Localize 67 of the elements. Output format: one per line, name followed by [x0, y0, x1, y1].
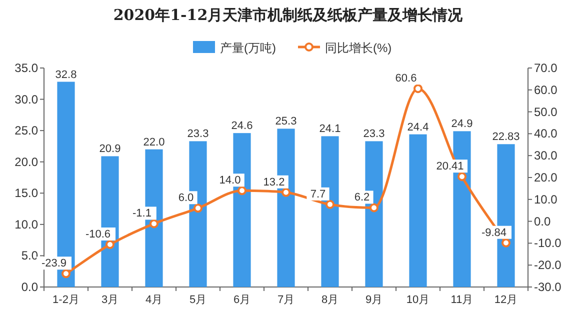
y2-tick-label: 0.0 — [534, 214, 552, 228]
data-label: 20.41 — [436, 160, 464, 173]
y-tick-label: 25.0 — [14, 124, 38, 138]
data-label: 14.0 — [219, 174, 241, 187]
point — [370, 203, 378, 212]
x-tick-label: 5月 — [189, 294, 207, 306]
data-label: 13.2 — [263, 176, 285, 188]
x-tick-label: 3月 — [101, 294, 119, 306]
y2-tick-label: -20.0 — [534, 258, 562, 272]
data-label: 60.6 — [395, 72, 417, 85]
y2-tick-label: 50.0 — [534, 104, 558, 119]
y-tick-label: 30.0 — [14, 92, 38, 106]
point — [150, 219, 158, 228]
data-label: -10.6 — [85, 228, 111, 241]
y-tick-label: 15.0 — [14, 186, 38, 200]
point — [238, 186, 246, 196]
x-tick-label: 1-2月 — [52, 294, 80, 306]
data-label: -1.1 — [132, 208, 152, 220]
chart-title: 2020年1-12月天津市机制纸及纸板产量及增长情况 — [113, 6, 464, 24]
x-tick-label: 4月 — [145, 294, 163, 306]
y2-tick-label: -10.0 — [534, 236, 562, 250]
data-label: 32.8 — [55, 68, 77, 81]
y2-tick-label: 20.0 — [534, 170, 558, 184]
y2-tick-label: 30.0 — [534, 148, 558, 163]
point — [458, 172, 466, 182]
y2-tick-label: 60.0 — [534, 82, 558, 97]
data-label: 23.3 — [363, 128, 385, 140]
y2-tick-label: 70.0 — [534, 61, 558, 75]
legend-label: 同比增长(%) — [325, 41, 392, 55]
point — [282, 188, 290, 197]
x-tick-label: 10月 — [406, 294, 430, 306]
data-label: 7.7 — [310, 188, 326, 200]
data-label: 24.6 — [231, 120, 253, 132]
legend-label: 产量(万吨) — [220, 41, 276, 55]
data-label: 22.0 — [143, 136, 165, 148]
x-tick-label: 6月 — [233, 294, 251, 306]
data-label: 24.4 — [407, 121, 429, 134]
data-label: 6.2 — [354, 192, 370, 204]
y-tick-label: 10.0 — [14, 217, 38, 232]
point — [502, 238, 510, 248]
x-tick-label: 11月 — [450, 294, 474, 306]
y-tick-label: 35.0 — [14, 61, 38, 75]
y-tick-label: 0.0 — [21, 280, 38, 294]
data-label: 25.3 — [275, 116, 297, 128]
data-label: -9.84 — [481, 226, 507, 239]
x-tick-label: 8月 — [321, 294, 339, 306]
y2-tick-label: 10.0 — [534, 192, 558, 206]
point — [326, 200, 334, 209]
x-tick-label: 7月 — [277, 294, 295, 306]
point — [106, 240, 114, 250]
data-label: 23.3 — [187, 128, 209, 140]
point — [62, 269, 70, 278]
x-tick-label: 9月 — [365, 294, 383, 306]
data-label: 24.1 — [319, 123, 341, 136]
bar — [409, 134, 427, 287]
data-label: 24.9 — [451, 118, 473, 130]
y-tick-label: 20.0 — [14, 154, 38, 169]
data-label: 20.9 — [99, 143, 121, 156]
data-label: 22.83 — [492, 131, 520, 144]
y-tick-label: 5.0 — [21, 248, 38, 263]
x-tick-label: 12月 — [494, 294, 518, 306]
data-label: -23.9 — [41, 258, 67, 270]
y2-tick-label: -30.0 — [534, 280, 562, 294]
data-label: 6.0 — [178, 192, 194, 204]
point — [414, 84, 422, 94]
point — [194, 204, 202, 213]
y2-tick-label: 40.0 — [534, 126, 558, 141]
